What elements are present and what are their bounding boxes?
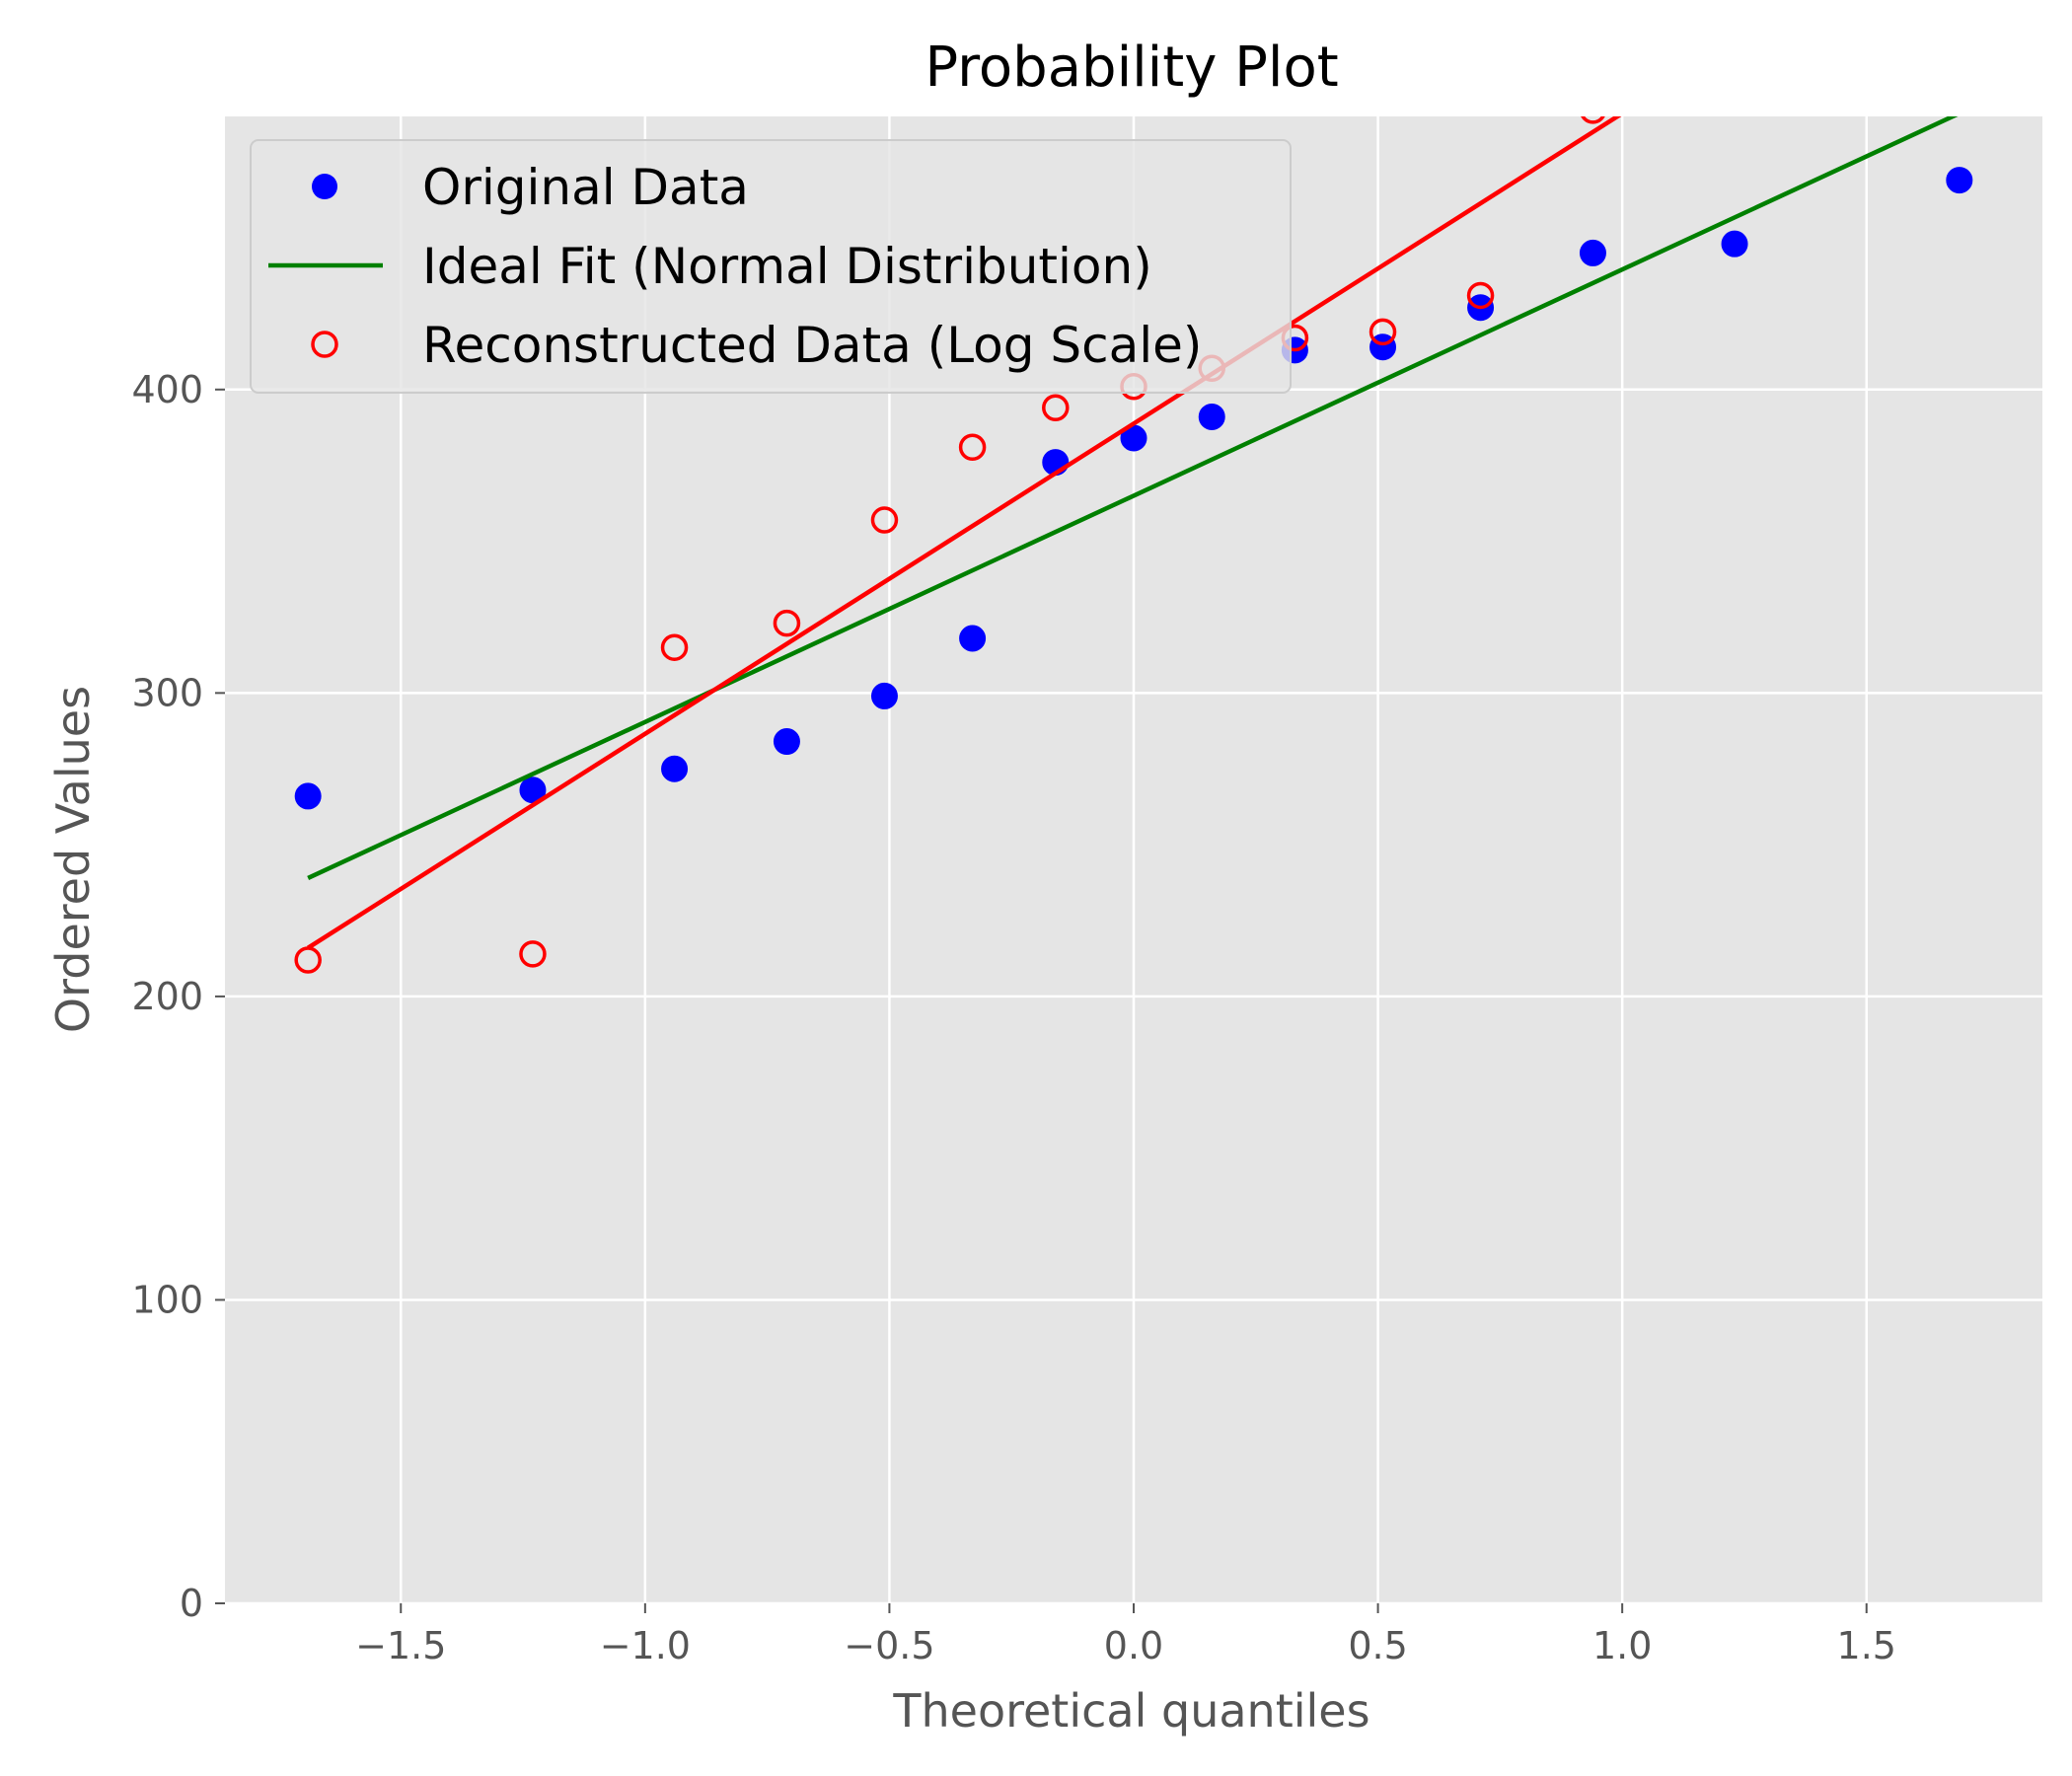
legend-marker-reconstructed-data (311, 331, 338, 358)
legend-box (250, 139, 1292, 394)
reconstructed-data-point (1042, 394, 1070, 421)
y-tick-label: 100 (131, 1278, 203, 1321)
series-1-line (307, 116, 1959, 880)
x-tick-label: 0.0 (1104, 1624, 1163, 1667)
chart-title: Probability Plot (925, 36, 1338, 100)
reconstructed-data-point (870, 506, 899, 534)
legend-label: Ideal Fit (Normal Distribution) (422, 238, 1152, 295)
legend: Original Data Ideal Fit (Normal Distribut… (250, 139, 1292, 394)
y-axis-label: Ordered Values (46, 686, 100, 1033)
reconstructed-data-point (1369, 318, 1397, 346)
original-data-point (294, 782, 322, 810)
y-tick-label: 200 (131, 975, 203, 1018)
reconstructed-data-point (294, 946, 322, 974)
y-tick-label: 300 (131, 671, 203, 714)
original-data-point (1721, 230, 1748, 258)
reconstructed-data-point (660, 633, 689, 661)
legend-label: Reconstructed Data (Log Scale) (422, 317, 1202, 374)
reconstructed-data-point (1581, 116, 1605, 124)
x-tick-label: 0.5 (1348, 1624, 1407, 1667)
reconstructed-data-point (519, 940, 547, 968)
legend-marker-original-data (312, 174, 337, 199)
x-tick-label: −1.0 (600, 1624, 691, 1667)
reconstructed-data-point (773, 609, 801, 637)
x-tick-label: 1.5 (1837, 1624, 1896, 1667)
x-axis-label: Theoretical quantiles (892, 1684, 1369, 1738)
y-tick-label: 0 (180, 1582, 203, 1625)
reconstructed-data-point (958, 433, 987, 461)
original-data-point (870, 682, 898, 709)
x-tick-label: 1.0 (1592, 1624, 1652, 1667)
series-3-line (306, 116, 1622, 950)
original-data-point (959, 625, 987, 652)
original-data-point (1579, 239, 1606, 266)
original-data-point (661, 755, 689, 782)
original-data-point (1198, 403, 1225, 430)
legend-label: Original Data (422, 159, 749, 216)
x-tick-label: −0.5 (844, 1624, 934, 1667)
original-data-point (1946, 167, 1973, 194)
axes: −1.5 −1.0 −0.5 0.0 0.5 1.0 1.5 0 100 200 300 400 (131, 368, 1895, 1667)
original-data-point (773, 728, 800, 756)
y-tick-label: 400 (131, 368, 203, 411)
reconstructed-data-point (1466, 281, 1495, 310)
x-tick-label: −1.5 (355, 1624, 446, 1667)
